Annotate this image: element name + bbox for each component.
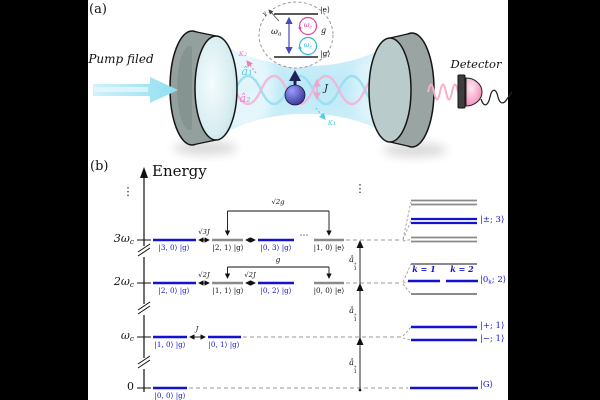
cyan-loop-arrowhead [298, 46, 302, 50]
state-label-0-1-g: |0, 1⟩ |g⟩ [208, 340, 240, 349]
panel-a-graphics [93, 1, 513, 157]
left-mirror [169, 30, 238, 155]
tick-2wc: 2ωc [113, 275, 134, 290]
panel-a-label: (a) [89, 2, 107, 17]
eigenstates-3wc [411, 199, 477, 243]
atom [284, 70, 306, 106]
panel-b-graphics [137, 167, 478, 392]
pump-label: Pump filed [88, 52, 154, 66]
inset-omega-c-pink-loop [298, 16, 318, 36]
inset-omega-c-cyan-loop [298, 36, 318, 56]
coupling-label-sqrt2J-2: √2J [244, 271, 256, 279]
energy-axis [137, 167, 151, 392]
row-2wc-levels [153, 266, 402, 286]
eigenstate-label-0k-2: |0k; 2⟩ [480, 275, 507, 286]
detector-wire [480, 89, 513, 106]
eigenstate-label-G: |G⟩ [480, 380, 493, 390]
energy-axis-title: Energy [152, 162, 207, 180]
axis-breaks [137, 243, 151, 369]
panel-b-label: (b) [90, 159, 109, 174]
detector-dome [465, 77, 483, 107]
atom-spin-arrow [289, 70, 301, 81]
state-label-0-2-g: |0, 2⟩ |g⟩ [260, 286, 292, 295]
inset-omega-c-pink-label: ωc [303, 21, 313, 31]
eigenstate-label-minus-1: |−; 1⟩ [480, 334, 505, 344]
inset-g-label: g [321, 26, 327, 35]
state-label-1-0-g: |1, 0⟩ |g⟩ [154, 340, 186, 349]
state-label-0-0-g: |0, 0⟩ |g⟩ [154, 391, 186, 400]
output-wave [427, 83, 459, 101]
state-label-2-1-g: |2, 1⟩ |g⟩ [212, 243, 244, 252]
eigenstates-2wc [408, 263, 478, 295]
inset-ground-label: |g⟩ [320, 49, 331, 58]
axis-dots: ⋮ [122, 185, 134, 198]
detector-device [457, 74, 513, 109]
ladder-dots: ⋮ [354, 182, 366, 195]
coupling-label-J: J [195, 325, 199, 333]
state-label-1-0-e: |1, 0⟩ |e⟩ [313, 243, 345, 252]
coupling-label-g: g [275, 255, 281, 264]
operator-a1-dagger-3: â † 1 [349, 358, 357, 375]
operator-a1-dagger-1: â † 1 [349, 255, 357, 272]
eigenstates-wc [411, 325, 477, 342]
row-3wc-levels [153, 210, 402, 243]
detector-plate [457, 74, 466, 109]
pink-loop-arrowhead [298, 26, 302, 30]
inset-omega-a-label: ωa [271, 27, 282, 38]
atom-inset [258, 1, 334, 69]
row3-cdots: ⋯ [299, 231, 309, 241]
state-label-3-0-g: |3, 0⟩ |g⟩ [158, 243, 190, 252]
right-mirror [368, 32, 447, 157]
operator-ladder-arrow [356, 240, 364, 392]
kappa1-label: κ₁ [327, 118, 337, 127]
operator-a1-dagger-2: â † 1 [349, 306, 357, 323]
k2-label: k = 2 [450, 264, 474, 274]
mode-coupling-J-label: J [324, 83, 328, 94]
energy-axis-arrowhead [140, 167, 148, 178]
state-label-2-0-g: |2, 0⟩ |g⟩ [158, 286, 190, 295]
state-label-1-1-g: |1, 1⟩ |g⟩ [212, 286, 244, 295]
tick-0: 0 [127, 380, 134, 393]
k1-label: k = 1 [412, 264, 436, 274]
eigenstate-label-pm-3: |±; 3⟩ [480, 215, 505, 225]
inset-omega-c-cyan-label: ωc [303, 41, 313, 51]
inset-gamma-arrow [268, 9, 280, 22]
eigenstate-label-plus-1: |+; 1⟩ [480, 321, 505, 331]
mode-a1-label: â₁ [241, 65, 253, 78]
mode-a2-label: â₂ [239, 92, 251, 105]
state-label-0-0-e: |0, 0⟩ |e⟩ [313, 286, 345, 295]
state-label-0-3-g: |0, 3⟩ |g⟩ [260, 243, 292, 252]
coupling-label-sqrt2g: √2g [271, 198, 285, 206]
kappa2-arrow [246, 60, 257, 74]
inset-excited-label: |e⟩ [320, 5, 330, 14]
cavity-wave-a2 [233, 74, 393, 106]
detector-label: Detector [450, 57, 502, 71]
tick-wc: ωc [120, 329, 134, 344]
coupling-label-sqrt2J-1: √2J [198, 271, 210, 279]
coupling-label-sqrt3J: √3J [198, 228, 210, 236]
kappa2-label: κ₂ [238, 49, 248, 58]
tick-3wc: 3ωc [113, 232, 134, 247]
pump-beam [93, 77, 178, 103]
